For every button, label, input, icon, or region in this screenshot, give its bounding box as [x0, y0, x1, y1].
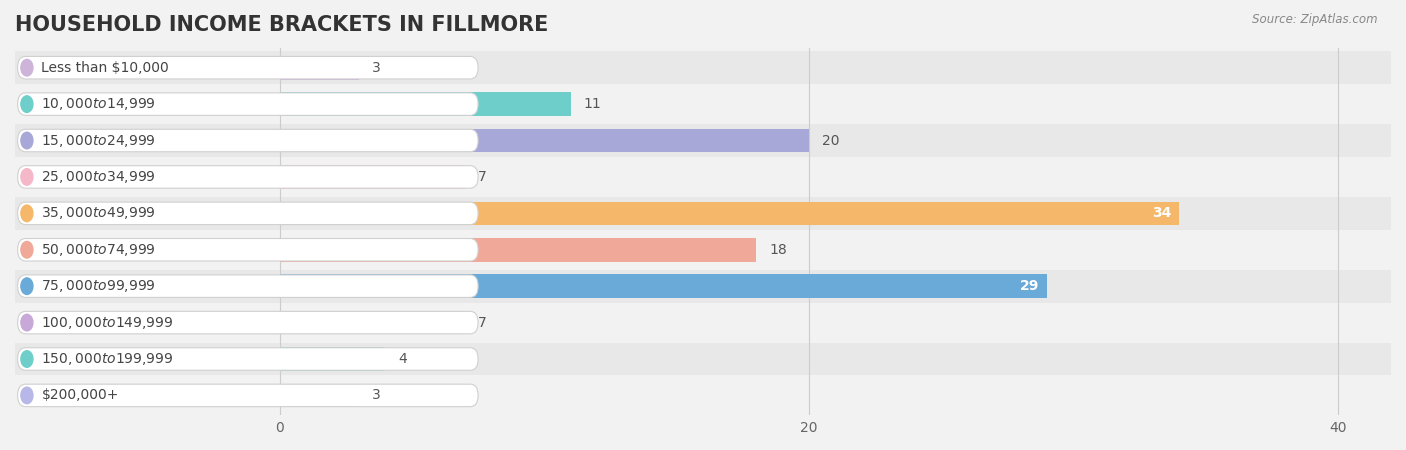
Circle shape — [21, 205, 32, 222]
Text: 11: 11 — [583, 97, 602, 111]
FancyBboxPatch shape — [18, 129, 478, 152]
Bar — [15, 270, 1391, 302]
Text: $50,000 to $74,999: $50,000 to $74,999 — [41, 242, 156, 258]
Text: $35,000 to $49,999: $35,000 to $49,999 — [41, 205, 156, 221]
Bar — [280, 92, 571, 116]
Bar — [15, 51, 1391, 84]
Bar — [280, 56, 359, 80]
FancyBboxPatch shape — [18, 238, 478, 261]
Circle shape — [21, 242, 32, 258]
FancyBboxPatch shape — [18, 166, 478, 188]
Text: 4: 4 — [399, 352, 408, 366]
Text: $200,000+: $200,000+ — [41, 388, 120, 402]
FancyBboxPatch shape — [18, 56, 478, 79]
Bar — [15, 234, 1391, 266]
Circle shape — [21, 351, 32, 367]
Text: 34: 34 — [1152, 207, 1171, 220]
Bar — [15, 88, 1391, 121]
Circle shape — [21, 314, 32, 331]
Circle shape — [21, 59, 32, 76]
Circle shape — [21, 169, 32, 185]
Circle shape — [21, 96, 32, 112]
Bar — [15, 379, 1391, 412]
Text: $100,000 to $149,999: $100,000 to $149,999 — [41, 315, 174, 331]
Text: 18: 18 — [769, 243, 787, 257]
Text: Source: ZipAtlas.com: Source: ZipAtlas.com — [1253, 14, 1378, 27]
FancyBboxPatch shape — [18, 311, 478, 334]
Text: $10,000 to $14,999: $10,000 to $14,999 — [41, 96, 156, 112]
Circle shape — [21, 278, 32, 294]
Text: 29: 29 — [1019, 279, 1039, 293]
Text: Less than $10,000: Less than $10,000 — [41, 61, 169, 75]
FancyBboxPatch shape — [18, 348, 478, 370]
Text: 3: 3 — [373, 61, 381, 75]
Text: 3: 3 — [373, 388, 381, 402]
Bar — [15, 306, 1391, 339]
Bar — [15, 161, 1391, 194]
Bar — [280, 347, 385, 371]
Bar — [280, 274, 1047, 298]
Circle shape — [21, 132, 32, 149]
Text: $150,000 to $199,999: $150,000 to $199,999 — [41, 351, 174, 367]
Bar — [280, 311, 465, 334]
FancyBboxPatch shape — [18, 202, 478, 225]
Text: HOUSEHOLD INCOME BRACKETS IN FILLMORE: HOUSEHOLD INCOME BRACKETS IN FILLMORE — [15, 15, 548, 35]
FancyBboxPatch shape — [18, 93, 478, 115]
Text: $15,000 to $24,999: $15,000 to $24,999 — [41, 132, 156, 148]
Bar — [15, 342, 1391, 375]
Bar — [280, 238, 756, 261]
Circle shape — [21, 387, 32, 404]
Bar — [280, 202, 1180, 225]
Bar — [15, 124, 1391, 157]
Text: $75,000 to $99,999: $75,000 to $99,999 — [41, 278, 156, 294]
Bar — [280, 165, 465, 189]
Text: 7: 7 — [478, 315, 486, 329]
FancyBboxPatch shape — [18, 275, 478, 297]
Bar — [280, 383, 359, 407]
FancyBboxPatch shape — [18, 384, 478, 407]
Bar — [15, 197, 1391, 230]
Text: $25,000 to $34,999: $25,000 to $34,999 — [41, 169, 156, 185]
Text: 20: 20 — [823, 134, 839, 148]
Text: 7: 7 — [478, 170, 486, 184]
Bar — [280, 129, 808, 153]
